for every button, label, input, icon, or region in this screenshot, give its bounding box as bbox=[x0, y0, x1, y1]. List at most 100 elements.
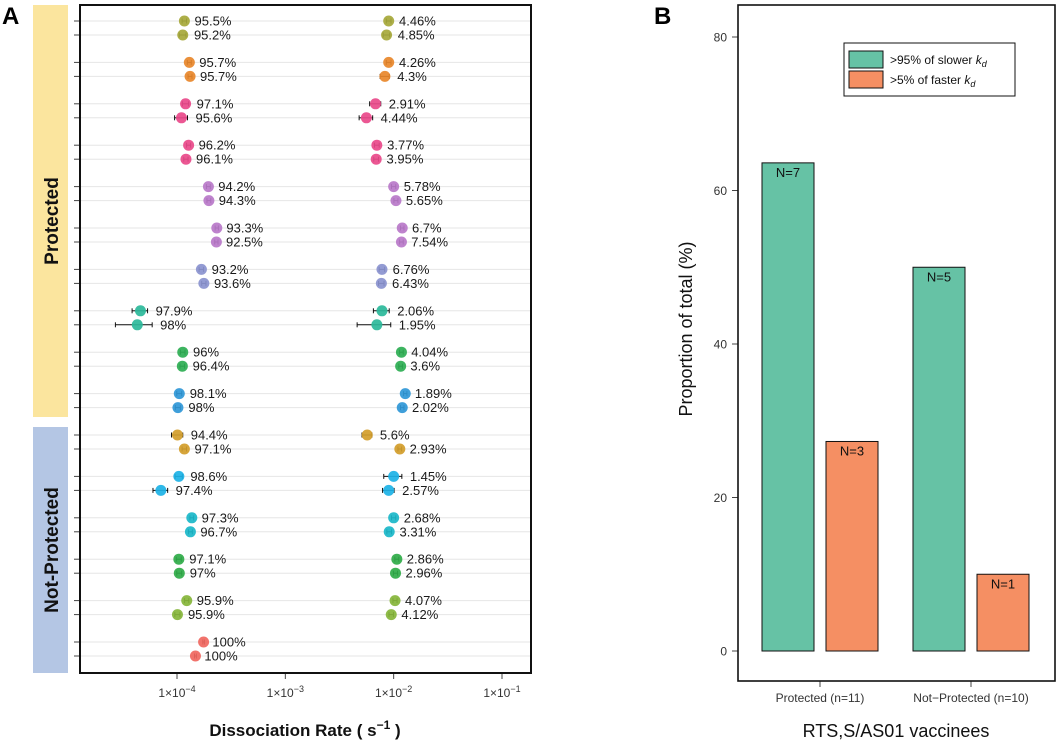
slow-point bbox=[155, 484, 167, 496]
slow-point bbox=[211, 222, 223, 234]
fast-point bbox=[389, 595, 401, 607]
slow-percent-label: 98% bbox=[188, 400, 214, 415]
legend-label-slower: >95% of slower kd bbox=[890, 53, 988, 69]
legend: >95% of slower kd >5% of faster kd bbox=[843, 42, 1016, 97]
fast-percent-label: 3.77% bbox=[387, 138, 424, 153]
fast-point bbox=[388, 181, 400, 193]
bar-count-label: N=7 bbox=[776, 165, 800, 180]
slow-percent-label: 97% bbox=[190, 566, 216, 581]
slow-point bbox=[172, 402, 184, 414]
fast-percent-label: 4.46% bbox=[399, 14, 436, 29]
y-tick-label: 40 bbox=[714, 338, 728, 352]
fast-percent-label: 1.95% bbox=[399, 317, 436, 332]
fast-point bbox=[395, 360, 407, 372]
fast-point bbox=[388, 512, 400, 524]
y-tick-label: 80 bbox=[714, 31, 728, 45]
fast-percent-label: 4.26% bbox=[399, 55, 436, 70]
fast-point bbox=[376, 305, 388, 317]
fast-percent-label: 2.93% bbox=[410, 442, 447, 457]
fast-point bbox=[383, 526, 395, 538]
fast-point bbox=[385, 609, 397, 621]
fast-percent-label: 4.44% bbox=[381, 110, 418, 125]
slow-percent-label: 97.4% bbox=[176, 483, 213, 498]
fast-point bbox=[361, 429, 373, 441]
fast-point bbox=[379, 70, 391, 82]
fast-percent-label: 4.04% bbox=[411, 345, 448, 360]
bar bbox=[761, 162, 815, 652]
slow-percent-label: 95.7% bbox=[199, 55, 236, 70]
fast-percent-label: 4.12% bbox=[401, 607, 438, 622]
slow-percent-label: 95.9% bbox=[188, 607, 225, 622]
slow-point bbox=[180, 153, 192, 165]
fast-percent-label: 5.6% bbox=[380, 428, 410, 443]
slow-percent-label: 93.2% bbox=[212, 262, 249, 277]
panel-b-x-title: RTS,S/AS01 vaccinees bbox=[803, 721, 990, 741]
bar-count-label: N=5 bbox=[927, 269, 951, 284]
slow-percent-label: 100% bbox=[212, 635, 246, 650]
protected-band bbox=[33, 5, 68, 417]
fast-point bbox=[390, 195, 402, 207]
slow-percent-label: 100% bbox=[204, 649, 238, 664]
slow-point bbox=[176, 360, 188, 372]
legend-swatch-faster bbox=[848, 70, 884, 89]
slow-point bbox=[178, 443, 190, 455]
not-protected-band bbox=[33, 427, 68, 673]
fast-point bbox=[383, 56, 395, 68]
fast-point bbox=[399, 388, 411, 400]
slow-percent-label: 95.9% bbox=[197, 593, 234, 608]
fast-point bbox=[395, 236, 407, 248]
slow-percent-label: 98% bbox=[160, 317, 186, 332]
panel-b-bars: N=7 N=3 N=5 N=1 bbox=[761, 162, 1030, 652]
bar bbox=[825, 440, 879, 652]
fast-percent-label: 1.45% bbox=[410, 469, 447, 484]
fast-percent-label: 6.7% bbox=[412, 221, 442, 236]
slow-percent-label: 97.1% bbox=[189, 552, 226, 567]
slow-point bbox=[198, 636, 210, 648]
slow-percent-label: 98.1% bbox=[190, 386, 227, 401]
fast-point bbox=[394, 443, 406, 455]
slow-point bbox=[183, 139, 195, 151]
panel-b-y-title: Proportion of total (%) bbox=[676, 241, 696, 416]
slow-percent-label: 96.2% bbox=[199, 138, 236, 153]
fast-percent-label: 4.07% bbox=[405, 593, 442, 608]
y-tick-label: 20 bbox=[714, 491, 728, 505]
fast-percent-label: 3.6% bbox=[410, 359, 440, 374]
slow-percent-label: 97.3% bbox=[202, 510, 239, 525]
slow-point bbox=[184, 70, 196, 82]
slow-percent-label: 97.1% bbox=[195, 442, 232, 457]
fast-percent-label: 2.68% bbox=[404, 510, 441, 525]
slow-percent-label: 96.1% bbox=[196, 152, 233, 167]
fast-percent-label: 6.76% bbox=[393, 262, 430, 277]
slow-percent-label: 94.2% bbox=[218, 179, 255, 194]
slow-point bbox=[181, 595, 193, 607]
slow-point bbox=[171, 429, 183, 441]
fast-point bbox=[388, 470, 400, 482]
fast-percent-label: 5.78% bbox=[404, 179, 441, 194]
slow-point bbox=[134, 305, 146, 317]
panel-a-points: 95.5% 4.46% 95.2% 4.85% 95.7% 4.26% 95.7% 4.3% 9… bbox=[114, 14, 452, 664]
slow-point bbox=[186, 512, 198, 524]
fast-percent-label: 2.91% bbox=[389, 96, 426, 111]
slow-point bbox=[177, 346, 189, 358]
fast-percent-label: 3.95% bbox=[387, 152, 424, 167]
slow-point bbox=[173, 470, 185, 482]
panel-a-frame bbox=[79, 4, 532, 674]
slow-percent-label: 97.1% bbox=[197, 96, 234, 111]
fast-point bbox=[396, 222, 408, 234]
y-tick-label: 60 bbox=[714, 184, 728, 198]
fast-percent-label: 2.96% bbox=[405, 566, 442, 581]
fast-percent-label: 3.31% bbox=[399, 524, 436, 539]
slow-percent-label: 95.7% bbox=[200, 69, 237, 84]
fast-point bbox=[370, 98, 382, 110]
x-tick-label: 1×10−3 bbox=[267, 684, 304, 700]
fast-percent-label: 2.02% bbox=[412, 400, 449, 415]
slow-percent-label: 96% bbox=[193, 345, 219, 360]
slow-point bbox=[180, 98, 192, 110]
slow-percent-label: 94.3% bbox=[219, 193, 256, 208]
fast-point bbox=[390, 567, 402, 579]
fast-percent-label: 2.86% bbox=[407, 552, 444, 567]
panel-b-frame bbox=[737, 4, 1056, 682]
fast-point bbox=[383, 15, 395, 27]
panel-a-letter: A bbox=[2, 3, 19, 30]
